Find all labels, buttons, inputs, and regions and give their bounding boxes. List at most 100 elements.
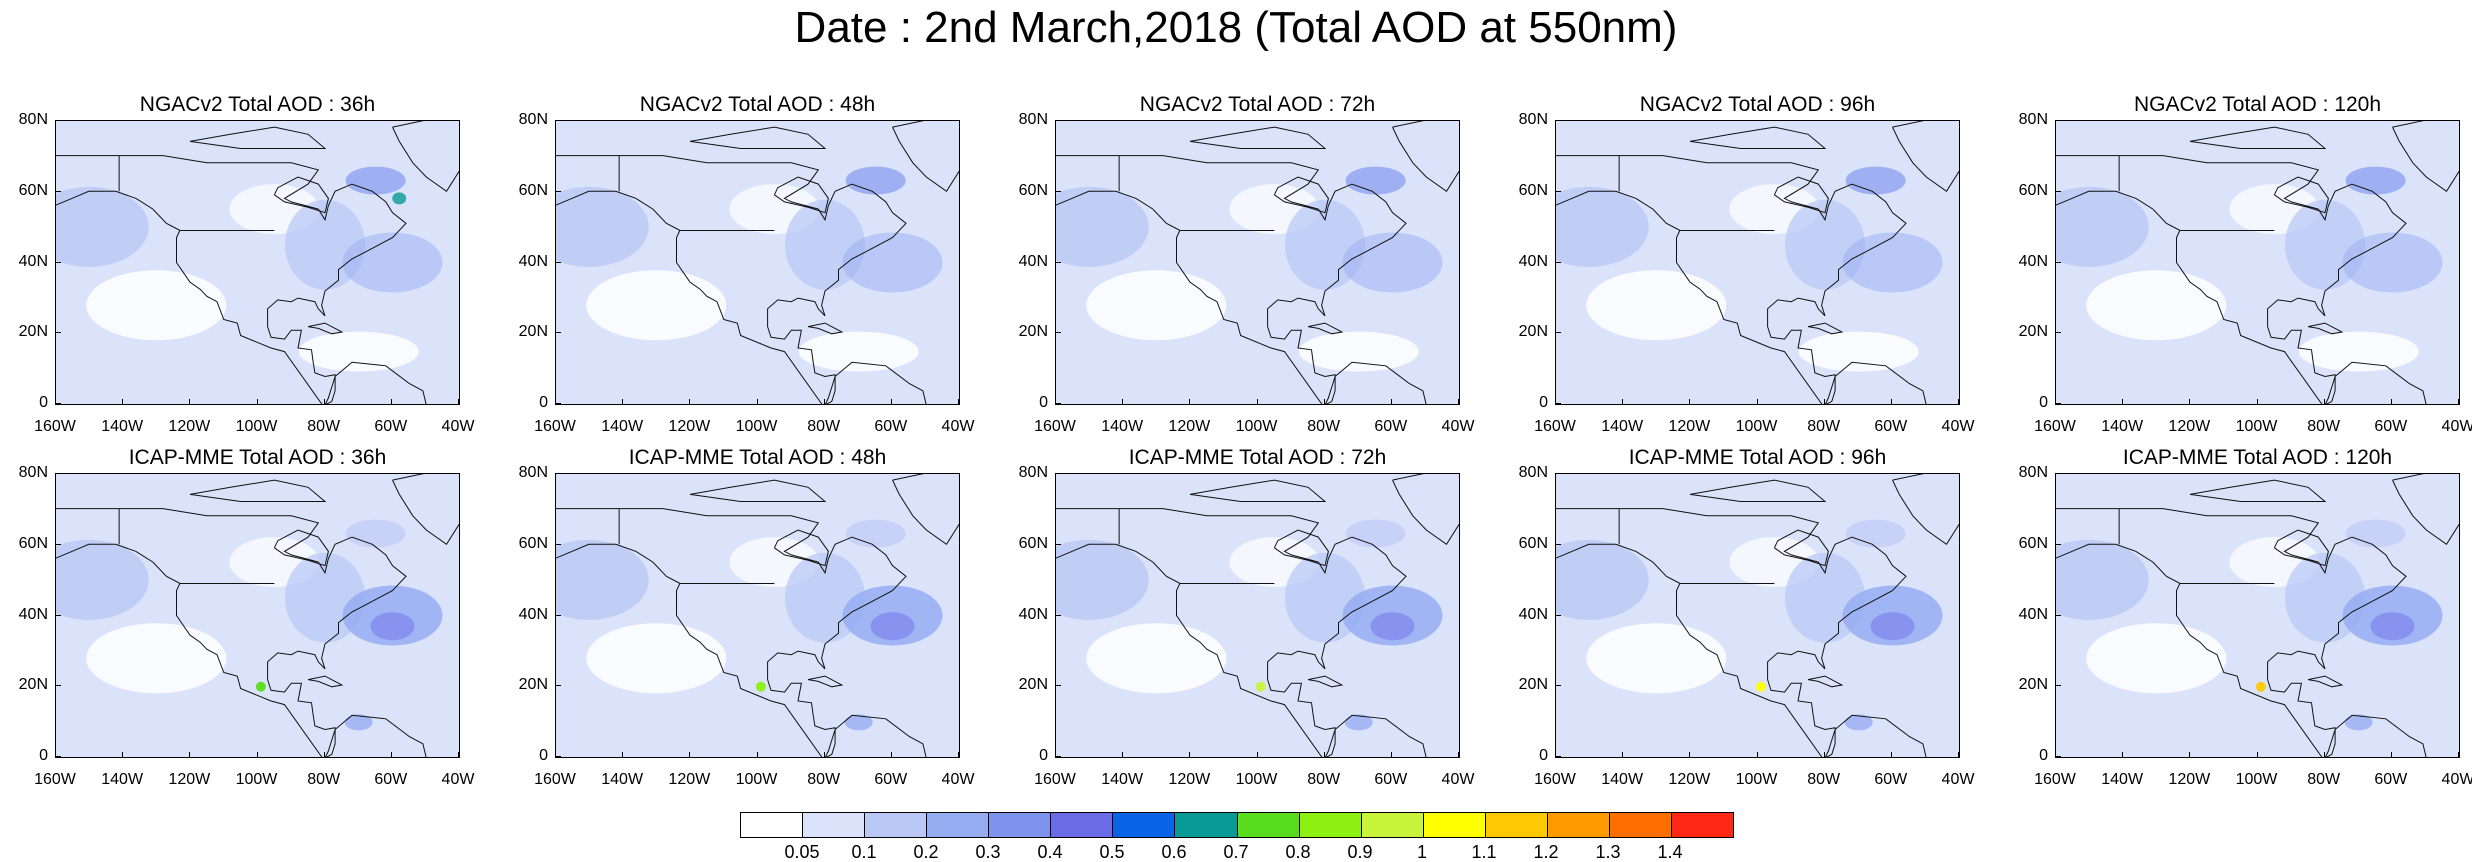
- x-tick: [2122, 399, 2124, 405]
- aod-shading: [842, 585, 943, 646]
- x-tick-label: 60W: [874, 418, 908, 435]
- y-tick-label: 60N: [18, 534, 48, 552]
- colorbar-swatch: [1113, 813, 1176, 837]
- x-tick-label: 100W: [735, 418, 778, 435]
- map-plot-area: 80N 60N 40N 20N 0 160W 140W 120W 100W 80W 60W 40W: [1019, 464, 1475, 788]
- map-plot-area: 80N 60N 40N 20N 0 160W 140W 120W 100W 80W 60W 40W: [19, 111, 475, 435]
- y-tick-label: 80N: [2018, 111, 2048, 128]
- x-tick-label: 160W: [534, 771, 576, 788]
- aod-shading: [86, 623, 227, 694]
- panel-title: NGACv2 Total AOD : 72h: [1139, 93, 1376, 116]
- y-tick-label: 0: [539, 394, 548, 411]
- y-tick-label: 80N: [18, 111, 48, 128]
- y-tick: [1555, 756, 1561, 757]
- x-tick-label: 140W: [2101, 771, 2144, 788]
- aod-shading: [370, 612, 415, 641]
- x-tick-label: 60W: [374, 418, 408, 435]
- x-tick-label: 160W: [1534, 771, 1576, 788]
- aod-shading: [1555, 539, 1649, 620]
- y-tick: [1555, 685, 1561, 687]
- y-tick: [2055, 332, 2061, 334]
- x-tick-label: 120W: [2168, 771, 2211, 788]
- coastline: [1055, 120, 1460, 405]
- panel-title: NGACv2 Total AOD : 120h: [2133, 93, 2382, 116]
- map-canvas: [2055, 473, 2460, 758]
- map-panel: ICAP-MME Total AOD : 72h 80N 60N 40N 20N 0 160…: [1000, 443, 1530, 818]
- colorbar-label: 0.5: [1099, 842, 1125, 862]
- y-tick: [1055, 685, 1061, 687]
- plot-frame: [1055, 473, 1460, 758]
- x-tick: [189, 399, 191, 405]
- x-tick: [55, 399, 56, 405]
- aod-shading: [1555, 186, 1649, 267]
- y-tick-label: 20N: [1518, 323, 1548, 341]
- x-tick: [756, 399, 758, 405]
- y-tick: [2055, 685, 2061, 687]
- x-tick-label: 60W: [374, 771, 408, 788]
- x-tick: [2122, 752, 2124, 758]
- x-tick-label: 60W: [2374, 771, 2408, 788]
- panel-title: ICAP-MME Total AOD : 96h: [1628, 446, 1887, 469]
- x-tick-label: 100W: [2235, 418, 2278, 435]
- x-tick: [823, 399, 825, 405]
- x-tick: [1622, 752, 1624, 758]
- x-tick: [2323, 752, 2325, 758]
- x-tick-label: 140W: [1101, 418, 1144, 435]
- x-tick: [323, 399, 325, 405]
- colorbar-label: 0.7: [1223, 842, 1249, 862]
- x-tick-label: 40W: [941, 771, 975, 788]
- x-tick-label: 80W: [2307, 771, 2341, 788]
- aod-shading: [1798, 331, 1919, 372]
- colorbar-label: 1.4: [1657, 842, 1683, 862]
- y-tick: [1555, 190, 1561, 192]
- x-tick: [1890, 399, 1892, 405]
- y-tick: [555, 685, 561, 687]
- y-tick-label: 60N: [2018, 534, 2048, 552]
- y-tick: [2055, 190, 2061, 192]
- x-tick: [1458, 752, 1459, 758]
- x-tick-label: 120W: [1668, 771, 1711, 788]
- aod-shading: [86, 270, 227, 341]
- coastline: [1555, 120, 1960, 405]
- y-tick: [55, 190, 61, 192]
- x-tick: [555, 752, 556, 758]
- x-tick: [122, 752, 124, 758]
- x-tick-label: 60W: [874, 771, 908, 788]
- x-tick: [1622, 399, 1624, 405]
- x-tick: [1122, 399, 1124, 405]
- y-tick-label: 20N: [518, 323, 548, 341]
- aod-shading: [844, 714, 873, 731]
- aod-shading: [1086, 623, 1227, 694]
- x-tick: [2256, 752, 2258, 758]
- x-tick: [1256, 399, 1258, 405]
- x-tick-label: 80W: [807, 418, 841, 435]
- x-tick-label: 80W: [1307, 418, 1341, 435]
- x-tick: [1189, 399, 1191, 405]
- x-tick-label: 160W: [2034, 418, 2076, 435]
- colorbar-label: 0.2: [913, 842, 939, 862]
- map-canvas: [2055, 120, 2460, 405]
- aod-shading: [255, 681, 266, 692]
- x-tick-label: 80W: [1807, 771, 1841, 788]
- map-plot-area: 80N 60N 40N 20N 0 160W 140W 120W 100W 80W 60W 40W: [1519, 464, 1975, 788]
- x-tick-label: 40W: [441, 771, 475, 788]
- figure-title: Date : 2nd March,2018 (Total AOD at 550n…: [794, 3, 1678, 52]
- y-tick-label: 80N: [2018, 464, 2048, 481]
- colorbar-swatch: [1547, 813, 1610, 837]
- x-tick: [1323, 399, 1325, 405]
- x-tick: [1958, 752, 1959, 758]
- x-tick: [256, 752, 258, 758]
- x-tick-label: 60W: [2374, 418, 2408, 435]
- map-canvas: [1555, 120, 1960, 405]
- map-canvas: [555, 120, 960, 405]
- plot-frame: [55, 473, 460, 758]
- coastline: [1555, 473, 1960, 758]
- aod-shading: [1055, 539, 1149, 620]
- aod-shading: [55, 539, 149, 620]
- colorbar-swatch: [1671, 813, 1733, 837]
- colorbar-swatch: [803, 813, 866, 837]
- x-tick: [2189, 752, 2191, 758]
- y-tick: [1555, 614, 1561, 616]
- x-tick-label: 160W: [34, 771, 76, 788]
- y-tick: [1555, 403, 1561, 404]
